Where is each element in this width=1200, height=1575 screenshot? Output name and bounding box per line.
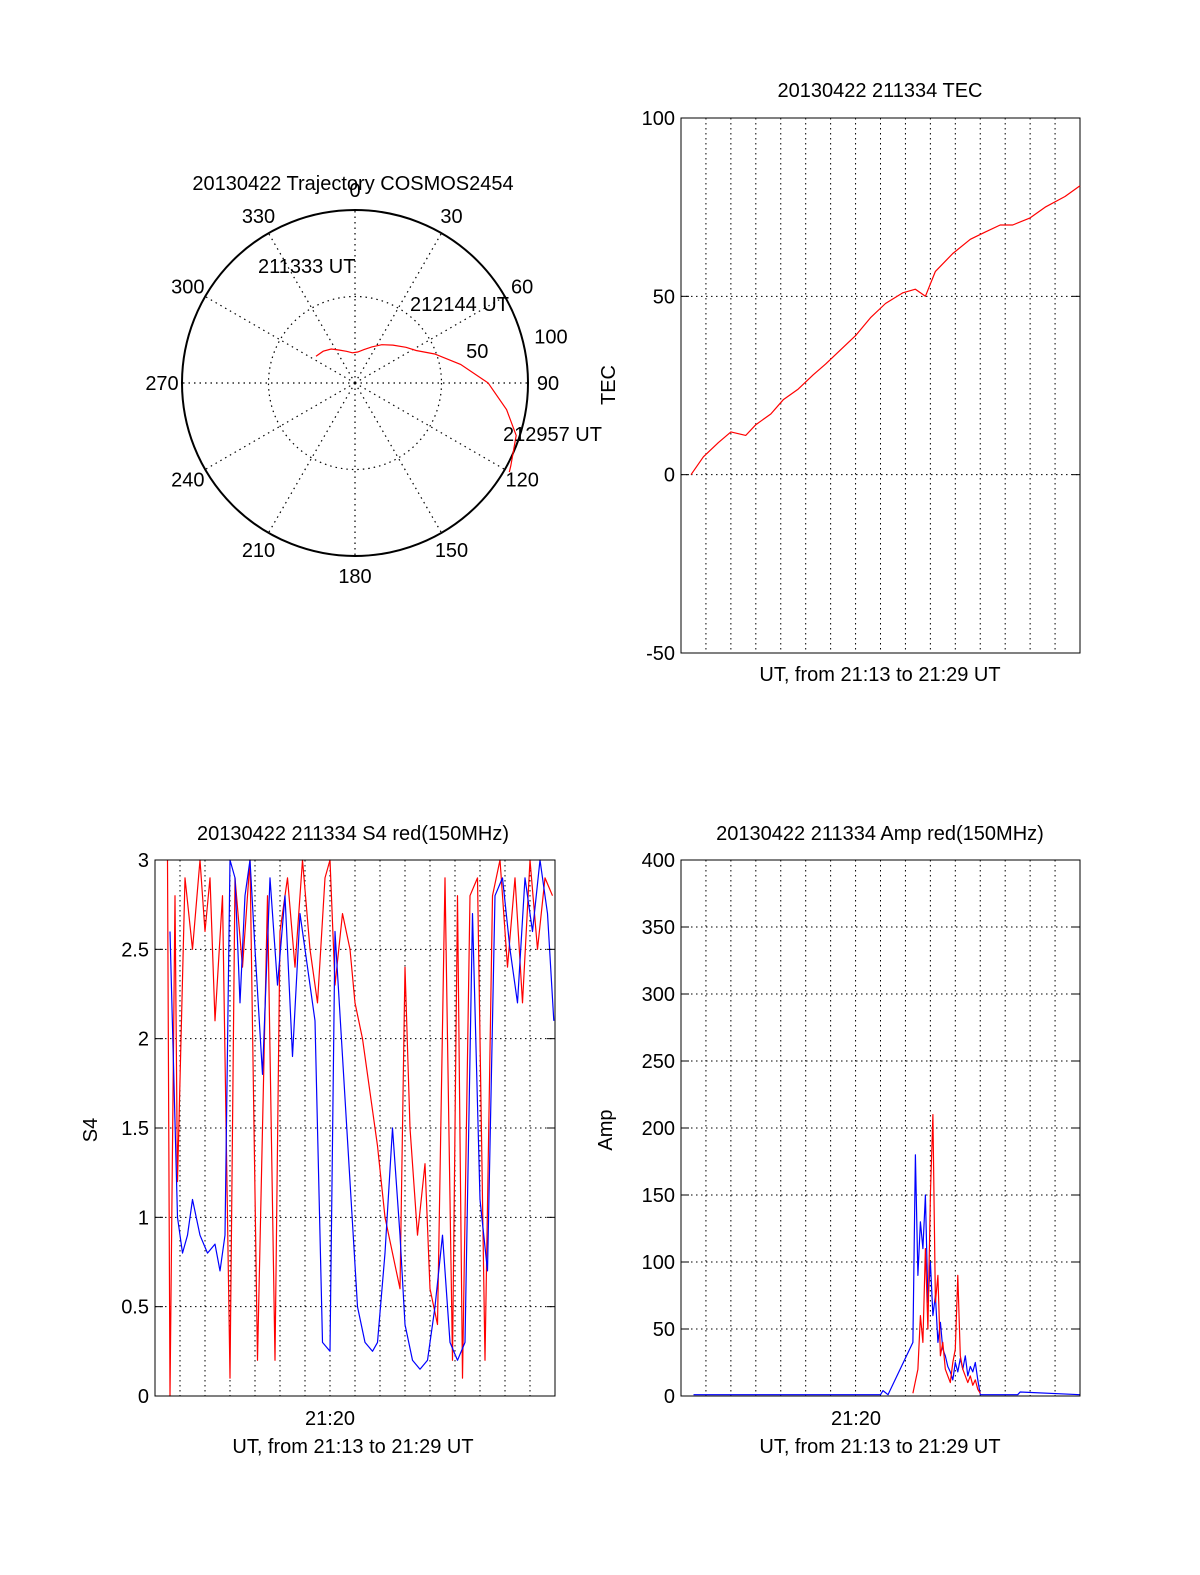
series-line-red [912, 1113, 981, 1394]
s4-y-axis-label: S4 [80, 1118, 102, 1142]
polar-grid-spoke [354, 382, 506, 471]
y-tick-label: 150 [642, 1185, 675, 1207]
radial-labels: 50 100 [466, 327, 567, 363]
s4-panel: 20130422 211334 S4 red(150MHz) 0 0.5 1 1.5 2… [80, 823, 556, 1458]
amp-panel: 20130422 211334 Amp red(150MHz) 0 50 100 15… [595, 823, 1081, 1458]
azimuth-labels: 0 30 60 90 120 150 180 210 240 270 300 330 [145, 180, 559, 588]
polar-grid [182, 210, 528, 556]
y-tick-label: 350 [642, 917, 675, 939]
y-tick-label: 1 [138, 1207, 149, 1229]
azimuth-label: 90 [537, 373, 559, 395]
s4-grid [155, 860, 555, 1396]
y-tick-label: 0 [664, 465, 675, 487]
y-tick-label: 100 [642, 1252, 675, 1274]
s4-y-ticks: 0 0.5 1 1.5 2 2.5 3 [121, 850, 555, 1408]
trajectory-series [315, 344, 517, 473]
azimuth-label: 330 [242, 206, 275, 228]
s4-x-tick-label: 21:20 [305, 1408, 355, 1430]
azimuth-label: 30 [440, 206, 462, 228]
azimuth-label: 270 [145, 373, 178, 395]
polar-grid-spoke [267, 232, 356, 384]
y-tick-label: 50 [653, 286, 675, 308]
y-tick-label: 2 [138, 1029, 149, 1051]
start-time-annotation: 211333 UT [258, 256, 355, 278]
polar-grid-spoke [354, 232, 443, 384]
end-time-annotation: 212957 UT [503, 424, 602, 446]
azimuth-label: 60 [511, 277, 533, 299]
y-tick-label: 3 [138, 850, 149, 872]
polar-grid-spoke [354, 295, 506, 384]
amp-grid [681, 860, 1080, 1396]
azimuth-label: 180 [338, 566, 371, 588]
polar-grid-spoke [204, 382, 356, 471]
y-tick-label: 200 [642, 1118, 675, 1140]
series-line-red [166, 859, 554, 1397]
trajectory-line [315, 344, 517, 473]
trajectory-panel: 20130422 Trajectory COSMOS2454 0 30 60 90 12… [145, 173, 602, 588]
tec-title: 20130422 211334 TEC [778, 80, 983, 102]
polar-grid-spoke [354, 382, 443, 534]
y-tick-label: 300 [642, 984, 675, 1006]
series-line-blue [169, 859, 555, 1370]
y-tick-label: 1.5 [121, 1118, 149, 1140]
tec-panel: 20130422 211334 TEC -50 0 50 100 TEC UT, fr… [598, 80, 1081, 686]
y-tick-label: 400 [642, 850, 675, 872]
amp-series [693, 1113, 1081, 1396]
polar-grid-ring [267, 295, 443, 471]
azimuth-label: 300 [171, 277, 204, 299]
polar-grid-spoke [267, 382, 356, 534]
y-tick-label: 0 [664, 1386, 675, 1408]
polar-grid-spoke [204, 295, 356, 384]
y-tick-label: 2.5 [121, 939, 149, 961]
series-line-red [690, 185, 1081, 476]
y-tick-label: 0.5 [121, 1297, 149, 1319]
azimuth-label: 0 [349, 180, 360, 202]
polar-outer-circle [181, 209, 529, 557]
azimuth-label: 240 [171, 470, 204, 492]
tec-grid [681, 118, 1080, 653]
amp-title: 20130422 211334 Amp red(150MHz) [716, 823, 1044, 845]
s4-series [166, 859, 555, 1397]
amp-y-ticks: 0 50 100 150 200 250 300 350 400 [642, 850, 1080, 1408]
y-tick-label: 50 [653, 1319, 675, 1341]
tec-series [690, 185, 1081, 476]
y-tick-label: -50 [646, 643, 675, 665]
s4-title: 20130422 211334 S4 red(150MHz) [197, 823, 509, 845]
azimuth-label: 120 [505, 470, 538, 492]
radial-label: 100 [534, 327, 567, 349]
trajectory-title: 20130422 Trajectory COSMOS2454 [192, 173, 513, 195]
y-tick-label: 250 [642, 1051, 675, 1073]
s4-x-axis-label: UT, from 21:13 to 21:29 UT [232, 1436, 473, 1458]
y-tick-label: 0 [138, 1386, 149, 1408]
y-tick-label: 100 [642, 108, 675, 130]
azimuth-label: 210 [242, 540, 275, 562]
mid-time-annotation: 212144 UT [410, 294, 509, 316]
tec-x-axis-label: UT, from 21:13 to 21:29 UT [759, 664, 1000, 686]
series-line-blue [693, 1154, 1081, 1396]
radial-label: 50 [466, 341, 488, 363]
azimuth-label: 150 [435, 540, 468, 562]
amp-x-axis-label: UT, from 21:13 to 21:29 UT [759, 1436, 1000, 1458]
amp-x-tick-label: 21:20 [831, 1408, 881, 1430]
amp-y-axis-label: Amp [595, 1109, 617, 1150]
tec-y-axis-label: TEC [598, 365, 620, 405]
tec-plot-frame [680, 117, 1081, 654]
tec-y-ticks: -50 0 50 100 [642, 108, 1080, 665]
